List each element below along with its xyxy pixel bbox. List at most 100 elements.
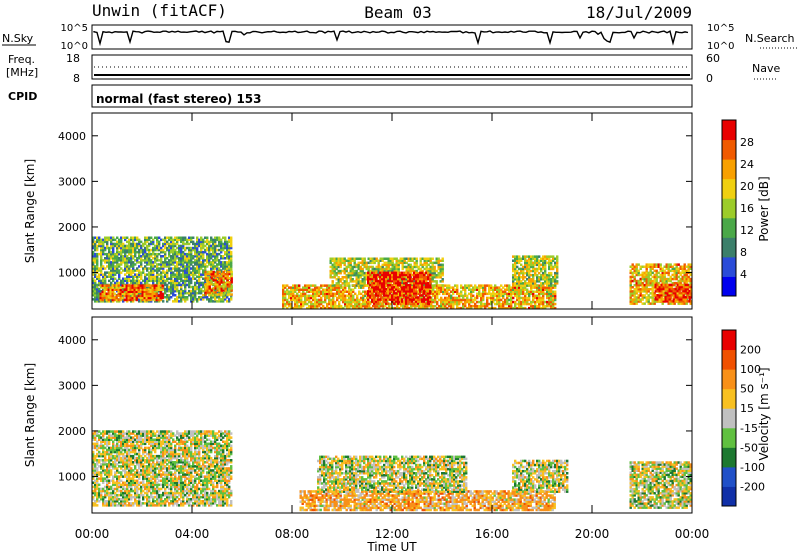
echo-cell bbox=[407, 300, 410, 303]
echo-cell bbox=[429, 296, 432, 299]
echo-cell bbox=[144, 275, 147, 278]
echo-cell bbox=[206, 248, 209, 252]
echo-cell bbox=[423, 300, 426, 303]
echo-cell bbox=[318, 286, 321, 289]
echo-cell bbox=[554, 273, 557, 277]
echo-cell bbox=[518, 306, 521, 309]
echo-cell bbox=[298, 298, 301, 302]
echo-cell bbox=[393, 298, 396, 301]
echo-cell bbox=[139, 286, 142, 289]
echo-cell bbox=[362, 286, 365, 289]
echo-cell bbox=[100, 279, 103, 283]
echo-cell bbox=[216, 293, 219, 296]
echo-cell bbox=[282, 306, 285, 309]
echo-cell bbox=[354, 304, 357, 308]
echo-cell bbox=[552, 255, 555, 258]
echo-cell bbox=[320, 302, 323, 306]
echo-cell bbox=[381, 283, 384, 287]
echo-cell bbox=[204, 296, 207, 299]
echo-cell bbox=[326, 288, 329, 291]
echo-cell bbox=[405, 269, 408, 273]
echo-cell bbox=[355, 257, 358, 260]
echo-cell bbox=[146, 279, 149, 283]
echo-cell bbox=[96, 296, 99, 299]
echo-cell bbox=[144, 261, 147, 264]
echo-cell bbox=[433, 284, 436, 287]
echo-cell bbox=[522, 273, 525, 277]
echo-cell bbox=[124, 244, 127, 248]
echo-cell bbox=[417, 275, 420, 279]
echo-cell bbox=[446, 302, 449, 306]
echo-cell bbox=[405, 261, 408, 265]
echo-cell bbox=[506, 284, 509, 287]
echo-cell bbox=[490, 306, 493, 309]
echo-cell bbox=[304, 298, 307, 302]
echo-cell bbox=[214, 287, 217, 290]
echo-cell bbox=[520, 263, 523, 267]
echo-cell bbox=[371, 277, 374, 281]
echo-cell bbox=[220, 263, 223, 266]
echo-cell bbox=[202, 283, 205, 287]
echo-cell bbox=[222, 293, 225, 296]
echo-cell bbox=[346, 304, 349, 308]
echo-cell bbox=[190, 263, 193, 266]
echo-cell bbox=[361, 282, 364, 285]
echo-cell bbox=[633, 275, 636, 279]
echo-cell bbox=[208, 275, 211, 278]
echo-cell bbox=[190, 267, 193, 270]
echo-cell bbox=[409, 259, 412, 262]
echo-cell bbox=[518, 296, 521, 300]
cpid-value: normal (fast stereo) 153 bbox=[96, 92, 262, 106]
echo-cell bbox=[655, 265, 658, 268]
echo-cell bbox=[100, 289, 103, 293]
echo-cell bbox=[166, 236, 169, 239]
echo-cell bbox=[653, 281, 656, 285]
echo-cell bbox=[226, 246, 229, 250]
echo-cell bbox=[353, 269, 356, 273]
echo-cell bbox=[528, 261, 531, 265]
echo-cell bbox=[381, 265, 384, 269]
echo-cell bbox=[458, 300, 461, 304]
echo-cell bbox=[522, 288, 525, 291]
echo-cell bbox=[349, 276, 352, 279]
echo-cell bbox=[170, 279, 173, 283]
echo-cell bbox=[416, 304, 419, 308]
echo-cell bbox=[546, 255, 549, 258]
echo-cell bbox=[420, 304, 423, 308]
echo-cell bbox=[208, 261, 211, 264]
echo-cell bbox=[102, 267, 105, 270]
echo-cell bbox=[633, 269, 636, 273]
echo-cell bbox=[162, 271, 165, 274]
echo-cell bbox=[415, 257, 418, 260]
echo-cell bbox=[156, 236, 159, 239]
echo-cell bbox=[350, 300, 353, 304]
echo-cell bbox=[544, 306, 547, 309]
echo-cell bbox=[448, 284, 451, 287]
echo-cell bbox=[111, 288, 114, 291]
echo-cell bbox=[126, 267, 129, 270]
echo-cell bbox=[186, 259, 189, 262]
echo-cell bbox=[448, 294, 451, 298]
echo-cell bbox=[649, 263, 652, 266]
echo-cell bbox=[343, 263, 346, 267]
echo-cell bbox=[143, 292, 146, 296]
echo-cell bbox=[148, 248, 151, 252]
echo-cell bbox=[397, 263, 400, 267]
echo-cell bbox=[198, 261, 201, 264]
echo-cell bbox=[92, 255, 95, 258]
echo-cell bbox=[358, 298, 361, 302]
echo-cell bbox=[532, 261, 535, 265]
echo-cell bbox=[466, 284, 469, 287]
echo-cell bbox=[104, 257, 107, 260]
echo-cell bbox=[141, 290, 144, 293]
echo-cell bbox=[182, 244, 185, 248]
echo-cell bbox=[162, 269, 165, 272]
echo-cell bbox=[210, 291, 213, 295]
echo-cell bbox=[496, 298, 499, 302]
echo-cell bbox=[168, 298, 171, 301]
echo-cell bbox=[170, 255, 173, 258]
echo-cell bbox=[486, 296, 489, 300]
echo-cell bbox=[407, 271, 410, 275]
echo-cell bbox=[524, 300, 527, 304]
echo-cell bbox=[357, 267, 360, 271]
